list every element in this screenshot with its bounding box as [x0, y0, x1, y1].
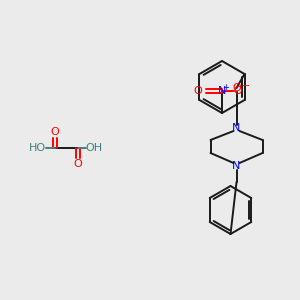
Text: O: O [232, 83, 241, 93]
Text: O: O [234, 86, 242, 96]
Text: OH: OH [85, 143, 103, 153]
Text: N: N [232, 123, 241, 133]
Text: N: N [218, 86, 226, 96]
Text: N: N [232, 161, 241, 171]
Text: O: O [74, 159, 82, 169]
Text: HO: HO [28, 143, 46, 153]
Text: −: − [242, 81, 250, 91]
Text: +: + [223, 82, 230, 91]
Text: O: O [194, 86, 202, 96]
Text: O: O [51, 127, 59, 137]
